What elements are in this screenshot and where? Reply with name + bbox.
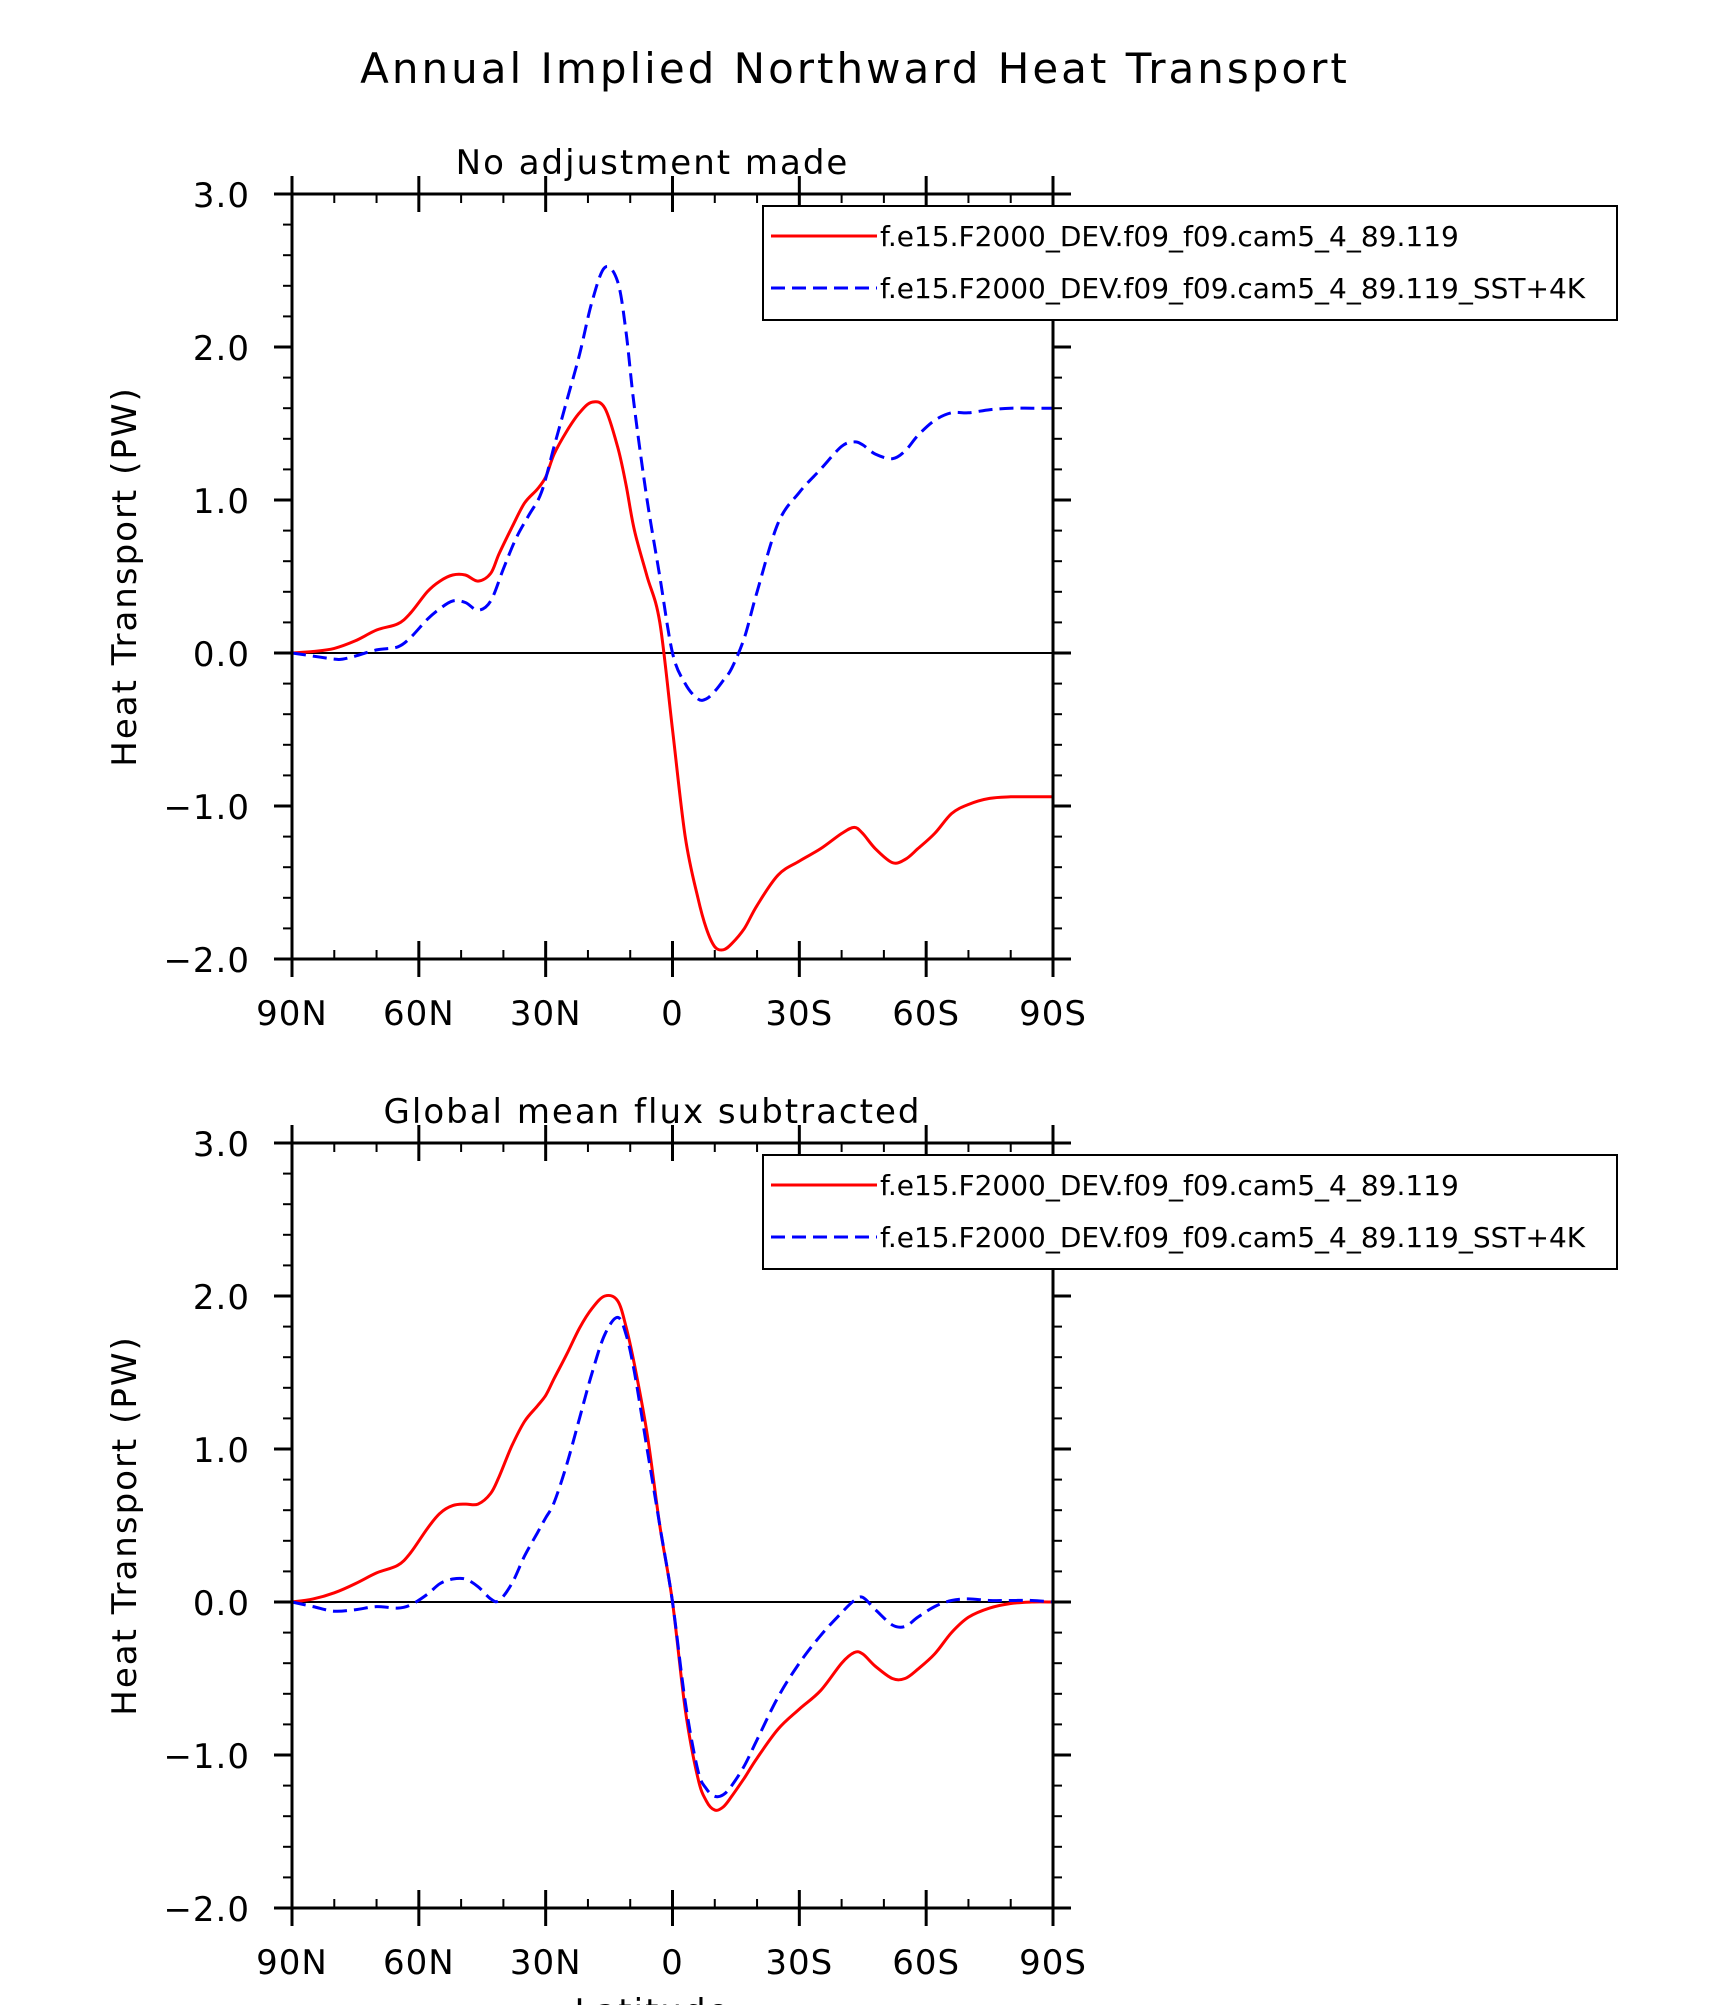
legend-label-1: f.e15.F2000_DEV.f09_f09.cam5_4_89.119 — [880, 1169, 1459, 1202]
x-tick-label: 60N — [383, 994, 455, 1034]
y-tick-label: −2.0 — [163, 941, 250, 981]
y-tick-label: 3.0 — [193, 1125, 250, 1165]
chart-panel-1: No adjustment made 90N 60N 30N 0 30S 60S 90S −2.… — [105, 143, 1618, 1034]
panel-title: Global mean flux subtracted — [384, 1092, 922, 1132]
legend-label-2: f.e15.F2000_DEV.f09_f09.cam5_4_89.119_SS… — [880, 1221, 1586, 1254]
y-tick-label: −2.0 — [163, 1890, 250, 1930]
x-tick-label: 30S — [765, 994, 833, 1034]
legend: f.e15.F2000_DEV.f09_f09.cam5_4_89.119 f.e… — [762, 1154, 1618, 1270]
legend-label-1: f.e15.F2000_DEV.f09_f09.cam5_4_89.119 — [880, 220, 1459, 253]
x-tick-label: 0 — [661, 1943, 684, 1983]
y-tick-label: 2.0 — [193, 329, 250, 369]
chart-panel-2: Global mean flux subtracted 90N 60N 30N 0 30S… — [105, 1092, 1618, 2005]
series-line-2 — [291, 265, 1053, 702]
y-tick-label: −1.0 — [163, 1737, 250, 1777]
y-tick-label: 0.0 — [193, 635, 250, 675]
x-tick-label: 0 — [661, 994, 684, 1034]
y-tick-label: −1.0 — [163, 788, 250, 828]
legend: f.e15.F2000_DEV.f09_f09.cam5_4_89.119 f.e… — [762, 205, 1618, 321]
x-tick-label: 90N — [256, 994, 328, 1034]
x-tick-label: 60N — [383, 1943, 455, 1983]
y-tick-label: 3.0 — [193, 176, 250, 216]
panel-title: No adjustment made — [456, 143, 850, 183]
x-tick-label: 60S — [892, 1943, 960, 1983]
legend-box — [762, 205, 1618, 321]
x-tick-label: 90N — [256, 1943, 328, 1983]
y-axis-label: Heat Transport (PW) — [105, 386, 145, 766]
plot-frame — [290, 1141, 1055, 1910]
series-line-2 — [291, 1315, 1054, 1799]
x-tick-label: 30N — [510, 994, 582, 1034]
legend-label-2: f.e15.F2000_DEV.f09_f09.cam5_4_89.119_SS… — [880, 272, 1586, 305]
y-tick-label: 2.0 — [193, 1278, 250, 1318]
x-tick-label: 60S — [892, 994, 960, 1034]
legend-box — [762, 1154, 1618, 1270]
x-tick-label: 30N — [510, 1943, 582, 1983]
x-tick-label: 90S — [1019, 994, 1087, 1034]
y-axis-label: Heat Transport (PW) — [105, 1335, 145, 1715]
y-tick-label: 1.0 — [193, 1431, 250, 1471]
y-tick-label: 1.0 — [193, 482, 250, 522]
figure-title: Annual Implied Northward Heat Transport — [360, 44, 1350, 93]
series-line-1 — [291, 400, 1053, 952]
y-tick-label: 0.0 — [193, 1584, 250, 1624]
x-tick-label: 30S — [765, 1943, 833, 1983]
x-axis-label: Latitude — [575, 1992, 731, 2005]
panels: No adjustment made 90N 60N 30N 0 30S 60S 90S −2.… — [105, 143, 1618, 2005]
plot-frame — [290, 192, 1055, 961]
x-tick-label: 90S — [1019, 1943, 1087, 1983]
